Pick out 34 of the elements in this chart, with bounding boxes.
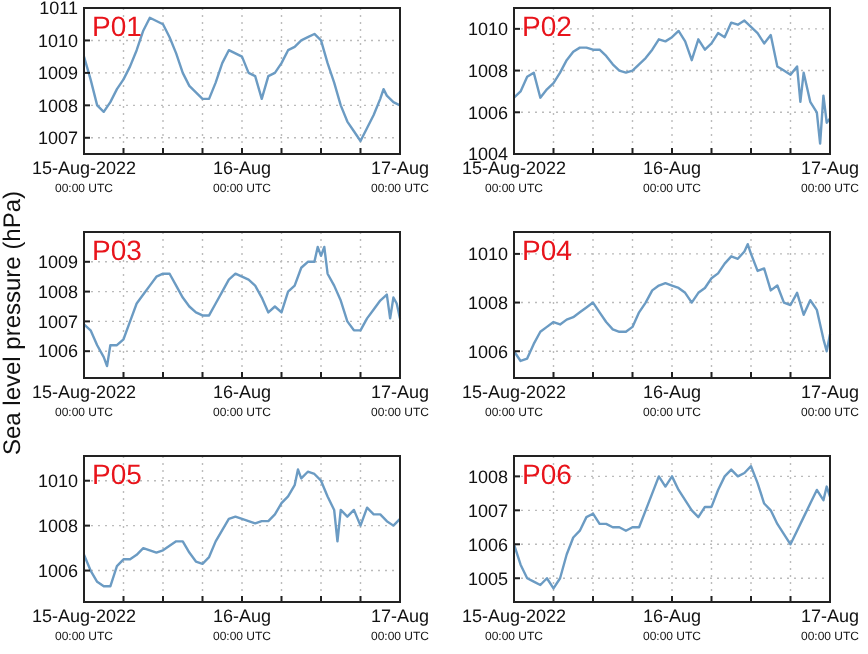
y-tick-label: 1007 — [37, 311, 78, 332]
y-tick-label: 1010 — [467, 244, 508, 265]
y-tick-label: 1011 — [39, 0, 78, 19]
y-tick-label: 1010 — [467, 19, 508, 40]
y-tick-label: 1008 — [37, 515, 78, 536]
chart-title: P05 — [92, 458, 143, 490]
chart-title: P02 — [522, 10, 573, 42]
y-tick-label: 1009 — [37, 63, 78, 84]
chart-title: P01 — [92, 10, 143, 42]
y-tick-label: 1009 — [37, 252, 78, 273]
y-tick-label: 1006 — [37, 560, 78, 581]
chart-title: P03 — [92, 234, 143, 266]
chart-title: P06 — [522, 458, 573, 490]
y-tick-label: 1010 — [37, 471, 78, 492]
y-tick-label: 1008 — [37, 95, 78, 116]
line-series — [512, 464, 832, 590]
line-series — [82, 468, 402, 588]
y-tick-label: 1006 — [467, 534, 508, 555]
line-series — [512, 242, 832, 363]
y-tick-label: 1007 — [37, 128, 78, 149]
line-series — [82, 16, 402, 143]
y-tick-label: 1008 — [467, 60, 508, 81]
line-series — [512, 19, 832, 145]
y-tick-label: 1006 — [37, 341, 78, 362]
y-tick-label: 1008 — [467, 292, 508, 313]
y-tick-label: 1006 — [467, 341, 508, 362]
y-tick-label: 1008 — [37, 281, 78, 302]
y-axis-title: Sea level pressure (hPa) — [0, 190, 26, 456]
chart-title: P04 — [522, 234, 573, 266]
y-tick-label: 1010 — [37, 30, 78, 51]
y-tick-label: 1005 — [467, 568, 508, 589]
y-tick-label: 1008 — [467, 466, 508, 487]
y-tick-label: 1006 — [467, 102, 508, 123]
y-tick-label: 1007 — [467, 500, 508, 521]
